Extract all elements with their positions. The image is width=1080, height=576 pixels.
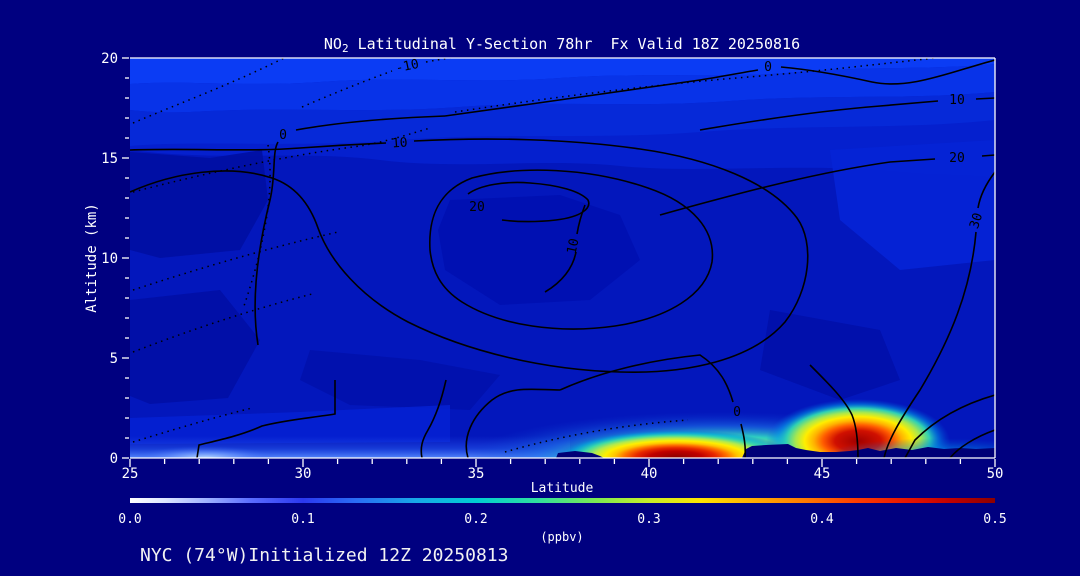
- positive-solid-contours: [130, 59, 995, 458]
- x-axis-tick-label: 35: [468, 466, 485, 482]
- colorbar-tick-labels: 0.0 0.1 0.2 0.3 0.4 0.5: [118, 512, 1006, 527]
- light-patch: [130, 405, 450, 444]
- contour-positive: [949, 429, 995, 458]
- contour-label: -10: [394, 57, 420, 77]
- contour-positive: [699, 97, 995, 131]
- y-axis-tick-label: 20: [101, 51, 118, 67]
- dark-patch: [300, 350, 500, 410]
- contour-negative: [301, 58, 455, 108]
- chart-title: NO2 Latitudinal Y-Section 78hr Fx Valid …: [324, 35, 800, 55]
- x-axis-tick-label: 25: [122, 466, 139, 482]
- contour-label: 0: [764, 60, 772, 75]
- y-axis: 0 5 10 15 20: [101, 51, 129, 467]
- contour-label: 0: [279, 128, 287, 143]
- x-axis-tick-label: 45: [814, 466, 831, 482]
- colorbar-gradient-bar: [130, 498, 995, 503]
- contour-lines: [130, 58, 995, 458]
- x-axis: 25 30 35 40 45 50: [122, 459, 1004, 482]
- contour-positive: [559, 354, 747, 458]
- plot-frame: [130, 57, 996, 459]
- dark-patch: [438, 195, 640, 305]
- dark-patch: [130, 290, 260, 404]
- contour-label: 0: [733, 405, 741, 420]
- terrain-silhouette: [742, 444, 995, 458]
- colorbar-units-label: (ppbv): [540, 530, 583, 544]
- y-axis-tick-label: 0: [110, 451, 118, 467]
- contour-positive: [467, 181, 590, 223]
- contour-negative: [132, 231, 339, 291]
- contour-positive: [544, 204, 586, 293]
- contour-positive: [196, 380, 336, 458]
- contour-positive: [659, 154, 995, 216]
- contour-negative: [132, 58, 285, 124]
- contour-positive: [130, 138, 809, 373]
- surface-glow-core: [135, 446, 275, 458]
- colorbar-tick-label: 0.2: [464, 512, 487, 527]
- x-axis-tick-label: 40: [641, 466, 658, 482]
- plume-hotspot-1: [558, 430, 794, 458]
- terrain-silhouette: [556, 451, 604, 458]
- contour-positive: [904, 394, 995, 458]
- y-axis-tick-label: 5: [110, 351, 118, 367]
- x-axis-tick-label: 30: [295, 466, 312, 482]
- upper-band-1: [130, 58, 995, 84]
- contour-positive: [444, 59, 995, 117]
- contour-label: 30: [967, 211, 986, 231]
- contour-labels: -10 0 10 20 10 0 10 20 30 0: [279, 57, 986, 420]
- contour-positive: [465, 388, 561, 458]
- contour-label: 10: [565, 237, 583, 255]
- contour-positive: [254, 115, 446, 346]
- colorbar-tick-label: 0.5: [983, 512, 1006, 527]
- light-patch: [830, 140, 995, 270]
- contour-positive: [809, 364, 859, 458]
- init-annotation: NYC (74°W)Initialized 12Z 20250813: [140, 545, 508, 566]
- dark-patch: [130, 150, 268, 258]
- colorbar-tick-label: 0.0: [118, 512, 141, 527]
- colorbar-tick-label: 0.3: [637, 512, 660, 527]
- contour-label: 20: [469, 200, 485, 215]
- negative-dotted-contours: [132, 58, 936, 453]
- colorbar-tick-label: 0.1: [291, 512, 314, 527]
- contour-positive: [420, 379, 447, 458]
- y-axis-tick-label: 15: [101, 151, 118, 167]
- contour-positive: [883, 171, 995, 458]
- upper-band-3: [130, 92, 995, 146]
- x-axis-tick-label: 50: [987, 466, 1004, 482]
- y-axis-title: Altitude (km): [84, 203, 100, 313]
- x-axis-title: Latitude: [531, 481, 594, 496]
- upper-band-2: [130, 64, 995, 113]
- filled-contours: [130, 58, 995, 458]
- colorbar-tick-label: 0.4: [810, 512, 834, 527]
- contour-label: 20: [949, 151, 965, 166]
- contour-negative: [504, 419, 689, 453]
- contour-label: 10: [949, 93, 965, 108]
- y-axis-tick-label: 10: [101, 251, 118, 267]
- contour-positive: [429, 169, 714, 330]
- colorbar: 0.0 0.1 0.2 0.3 0.4 0.5 (ppbv): [118, 498, 1007, 544]
- contour-label: 10: [391, 135, 408, 151]
- dark-patch: [760, 310, 900, 400]
